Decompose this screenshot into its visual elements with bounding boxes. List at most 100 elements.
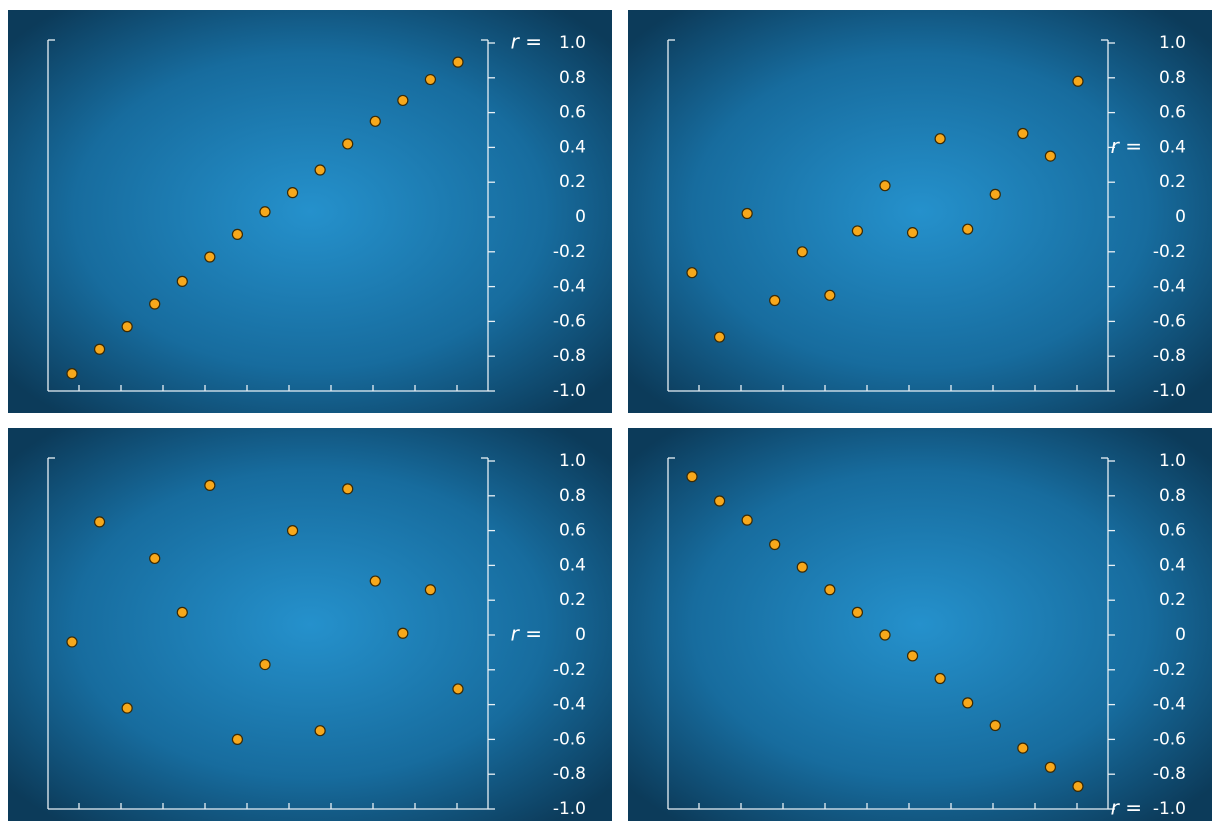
point [122, 703, 132, 713]
point [990, 189, 1000, 199]
point [315, 165, 325, 175]
y-tick-label: -0.4 [553, 277, 586, 297]
point [1018, 743, 1028, 753]
y-tick-label: 0.6 [1159, 103, 1186, 123]
y-tick-label: 0 [1175, 207, 1186, 227]
point [963, 698, 973, 708]
y-tick-label: 0.2 [1159, 590, 1186, 610]
y-tick-label: -1.0 [553, 381, 586, 401]
y-tick-label: -0.4 [1153, 277, 1186, 297]
y-tick-label: 0.4 [559, 555, 586, 575]
point [742, 515, 752, 525]
y-tick-label: 0.8 [559, 68, 586, 88]
point [370, 116, 380, 126]
y-tick-label: 0.4 [1159, 555, 1186, 575]
point [122, 322, 132, 332]
y-tick-label: -0.4 [553, 695, 586, 715]
point [205, 252, 215, 262]
point [852, 607, 862, 617]
y-tick-label: 0.2 [559, 590, 586, 610]
y-tick-label: 0.4 [1159, 137, 1186, 157]
y-tick-label: -0.4 [1153, 695, 1186, 715]
r-annotation: r = [511, 622, 542, 646]
y-tick-label: -0.6 [553, 311, 586, 331]
point [797, 562, 807, 572]
point [935, 674, 945, 684]
point [343, 139, 353, 149]
y-tick-label: -0.2 [1153, 242, 1186, 262]
point [232, 734, 242, 744]
panel: 1.0 0.8 0.6 0.4 0.2 0 -0.2 -0.4 -0.6 -0.8 -1.0 r = [628, 10, 1212, 413]
point [177, 276, 187, 286]
point [95, 344, 105, 354]
y-tick-label: -0.6 [1153, 729, 1186, 749]
r-annotation: r = [1111, 134, 1142, 158]
point [880, 630, 890, 640]
point [963, 224, 973, 234]
y-tick-label: 0.8 [1159, 68, 1186, 88]
r-annotation: r = [511, 30, 542, 54]
point [453, 57, 463, 67]
y-tick-label: 1.0 [559, 33, 586, 53]
point [770, 296, 780, 306]
point [687, 268, 697, 278]
y-tick-label: -0.8 [1153, 346, 1186, 366]
y-tick-label: -0.6 [553, 729, 586, 749]
y-tick-label: 0.8 [559, 486, 586, 506]
point [852, 226, 862, 236]
point [425, 75, 435, 85]
point [370, 576, 380, 586]
point [1045, 151, 1055, 161]
y-tick-label: 1.0 [559, 451, 586, 471]
point [398, 628, 408, 638]
y-tick-label: 0.6 [559, 521, 586, 541]
point [288, 526, 298, 536]
point [150, 553, 160, 563]
point [990, 720, 1000, 730]
point [315, 726, 325, 736]
y-tick-label: -0.8 [553, 346, 586, 366]
y-tick-label: 0.2 [559, 172, 586, 192]
point [908, 651, 918, 661]
y-tick-label: -0.6 [1153, 311, 1186, 331]
point [1018, 128, 1028, 138]
point [150, 299, 160, 309]
y-tick-label: 0 [575, 207, 586, 227]
point [1045, 762, 1055, 772]
r-annotation: r = [1111, 796, 1142, 820]
y-tick-label: 0.8 [1159, 486, 1186, 506]
point [232, 229, 242, 239]
point [908, 228, 918, 238]
point [935, 134, 945, 144]
y-tick-label: -0.2 [1153, 660, 1186, 680]
point [425, 585, 435, 595]
y-tick-label: -1.0 [1153, 381, 1186, 401]
y-tick-label: 1.0 [1159, 451, 1186, 471]
point [453, 684, 463, 694]
panel: 1.0 0.8 0.6 0.4 0.2 0 -0.2 -0.4 -0.6 -0.8 -1.0 r = [8, 428, 612, 821]
y-tick-label: 0.4 [559, 137, 586, 157]
point [67, 369, 77, 379]
y-tick-label: 0.6 [559, 103, 586, 123]
y-tick-label: -0.2 [553, 660, 586, 680]
point [177, 607, 187, 617]
panel: 1.00.80.60.40.20-0.2-0.4-0.6-0.8-1.0r = [8, 10, 612, 413]
panel: 1.00.80.60.40.20-0.2-0.4-0.6-0.8-1.0r = [628, 428, 1212, 821]
point [825, 290, 835, 300]
y-tick-label: 0.2 [1159, 172, 1186, 192]
y-tick-label: 0 [1175, 625, 1186, 645]
y-tick-label: -0.8 [553, 764, 586, 784]
point [260, 660, 270, 670]
point [770, 540, 780, 550]
point [260, 207, 270, 217]
point [797, 247, 807, 257]
y-tick-label: 0 [575, 625, 586, 645]
point [205, 480, 215, 490]
y-tick-label: -1.0 [553, 799, 586, 819]
y-tick-label: 1.0 [1159, 33, 1186, 53]
point [398, 95, 408, 105]
point [742, 209, 752, 219]
point [1073, 781, 1083, 791]
point [880, 181, 890, 191]
point [343, 484, 353, 494]
